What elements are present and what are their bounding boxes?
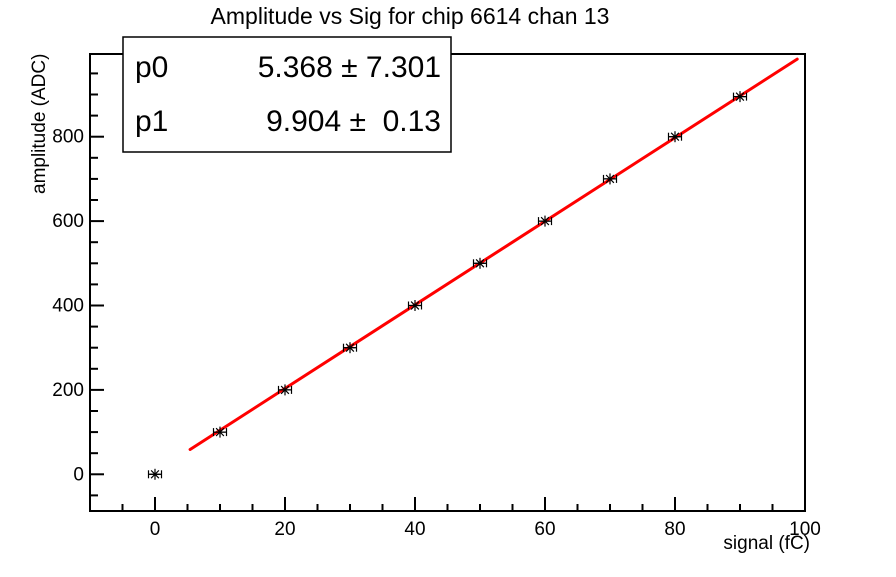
stats-value-p1: 9.904 ± 0.13 <box>266 105 441 138</box>
asterisk-marker <box>475 258 485 268</box>
asterisk-marker <box>410 301 420 310</box>
stats-param-p1: p1 <box>135 105 168 138</box>
x-tick-label: 100 <box>789 519 821 540</box>
y-tick-label: 800 <box>52 127 84 148</box>
x-tick-label: 80 <box>664 519 685 540</box>
x-tick-label: 40 <box>404 519 425 540</box>
x-tick-label: 60 <box>534 519 555 540</box>
data-point <box>667 131 683 143</box>
asterisk-marker <box>540 216 550 226</box>
asterisk-marker <box>345 343 355 353</box>
fit-line <box>188 57 799 451</box>
data-point <box>537 215 553 227</box>
x-axis-title: signal (fC) <box>723 533 810 554</box>
data-point <box>277 384 293 396</box>
data-point <box>147 468 163 480</box>
data-point <box>732 91 748 103</box>
asterisk-marker <box>735 92 745 101</box>
asterisk-marker <box>215 427 225 437</box>
y-tick-label: 400 <box>52 295 84 316</box>
asterisk-marker <box>150 469 160 479</box>
y-tick-label: 0 <box>73 464 84 485</box>
stats-param-p0: p0 <box>135 51 168 84</box>
stats-box: p0 5.368 ± 7.301 p1 9.904 ± 0.13 <box>122 36 452 153</box>
x-tick-label: 0 <box>150 519 161 540</box>
data-point <box>342 342 358 354</box>
stats-value-p0: 5.368 ± 7.301 <box>258 51 441 84</box>
plot-generated-layer: 0 20 40 60 80 100 0 200 400 600 800 <box>52 53 821 540</box>
chart-title: Amplitude vs Sig for chip 6614 chan 13 <box>211 3 610 29</box>
x-tick-label: 20 <box>274 519 295 540</box>
asterisk-marker <box>280 385 290 395</box>
data-point <box>407 299 423 311</box>
y-tick-label: 200 <box>52 380 84 401</box>
asterisk-marker <box>605 174 615 184</box>
data-point <box>602 173 618 185</box>
stats-box-frame <box>122 36 452 153</box>
data-point <box>472 257 488 269</box>
y-tick-label: 600 <box>52 211 84 232</box>
asterisk-marker <box>670 132 680 142</box>
data-point <box>212 426 228 438</box>
y-axis-title: amplitude (ADC) <box>29 54 50 194</box>
